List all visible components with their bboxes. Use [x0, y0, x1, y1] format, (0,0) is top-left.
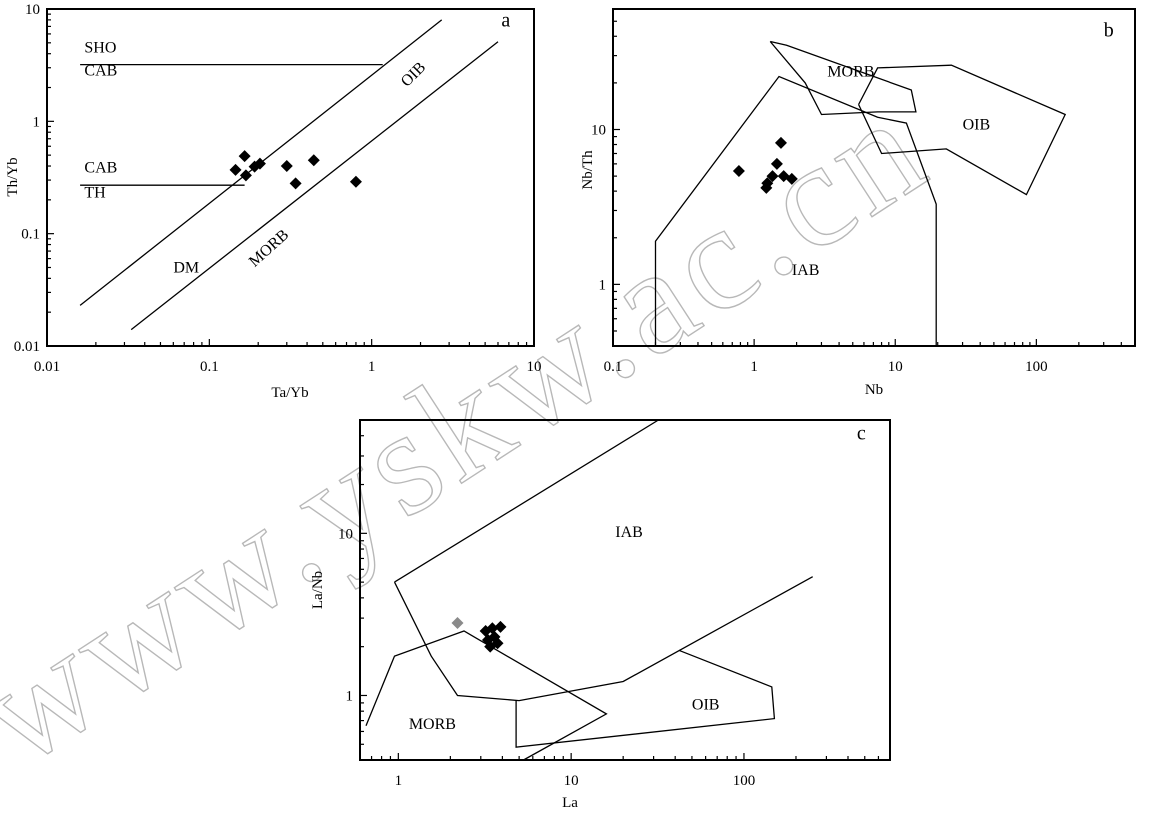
- y-tick-label: 1: [346, 688, 354, 704]
- x-tick-label: 1: [395, 773, 403, 789]
- x-tick-label: 10: [888, 359, 903, 375]
- data-point: [770, 157, 783, 170]
- field-label: OIB: [398, 59, 430, 91]
- data-point: [289, 177, 302, 190]
- panel-a-plot-area: [46, 8, 535, 347]
- watermark: www.yskw.ac.cn: [0, 63, 955, 798]
- x-tick-label: 1: [368, 359, 376, 375]
- panel-letter: b: [1104, 19, 1114, 41]
- data-point: [766, 170, 779, 183]
- panel-c-field-labels: IAB MORB OIB c: [409, 422, 866, 733]
- panel-b-plot-area: [612, 8, 1136, 347]
- panel-a-field-lines: [79, 19, 499, 331]
- field-boundary-oib: [858, 64, 1067, 196]
- field-boundary-morb: [365, 630, 608, 761]
- y-tick-label: 10: [338, 526, 353, 542]
- panel-c-x-axis-label: La: [562, 795, 578, 811]
- field-label: IAB: [615, 524, 643, 541]
- data-point: [307, 154, 320, 167]
- x-tick-label: 1: [750, 359, 758, 375]
- data-point: [238, 150, 251, 163]
- field-label: OIB: [692, 696, 720, 713]
- field-boundary-morb: [769, 40, 917, 116]
- panel-c-ticks: 1 10 100 1 10: [338, 419, 891, 789]
- y-tick-label: 10: [591, 123, 606, 139]
- panel-letter: a: [501, 9, 510, 31]
- panel-b-y-axis-label: Nb/Th: [580, 150, 596, 190]
- y-tick-label: 0.1: [21, 227, 40, 243]
- field-boundary-array-lower: [130, 41, 499, 331]
- field-boundary-iab-upper: [394, 419, 659, 583]
- data-point: [253, 157, 266, 170]
- field-label: MORB: [827, 63, 874, 80]
- field-label: SHO: [84, 39, 116, 56]
- panel-c: 1 10 100 1 10 IAB MORB OIB c La La/Nb: [310, 419, 891, 811]
- field-label: CAB: [84, 160, 117, 177]
- panel-b-ticks: 0.1 1 10 100 1 10: [591, 8, 1136, 375]
- data-point: [239, 169, 252, 182]
- data-point: [280, 160, 293, 173]
- data-point: [761, 177, 774, 190]
- panel-a-y-axis-label: Th/Yb: [5, 157, 21, 196]
- x-tick-label: 0.1: [604, 359, 623, 375]
- y-tick-label: 0.01: [14, 339, 40, 355]
- field-boundary-iab: [654, 75, 937, 346]
- x-tick-label: 10: [527, 359, 542, 375]
- data-point: [349, 175, 362, 188]
- field-label: MORB: [409, 716, 456, 733]
- panel-a-points: [229, 150, 362, 190]
- data-point: [491, 637, 504, 650]
- panel-b-points: [732, 136, 798, 194]
- field-label: IAB: [792, 262, 820, 279]
- panel-c-field-lines: [365, 419, 814, 761]
- field-boundary-oib: [515, 649, 776, 748]
- data-point: [774, 136, 787, 149]
- x-tick-label: 100: [1025, 359, 1048, 375]
- field-label: CAB: [84, 63, 117, 80]
- y-tick-label: 1: [599, 277, 607, 293]
- panel-b-x-axis-label: Nb: [865, 382, 883, 398]
- field-label: DM: [173, 260, 199, 277]
- data-point: [785, 172, 798, 185]
- panel-a-x-axis-label: Ta/Yb: [271, 385, 308, 401]
- y-tick-label: 10: [25, 2, 40, 18]
- panel-a-field-labels: SHO CAB CAB TH DM MORB OIB a: [84, 9, 510, 276]
- x-tick-label: 0.01: [34, 359, 60, 375]
- field-label: TH: [84, 184, 106, 201]
- data-point: [732, 164, 745, 177]
- panel-c-plot-area: [359, 419, 891, 761]
- panel-b-field-lines: [654, 40, 1067, 346]
- x-tick-label: 100: [733, 773, 756, 789]
- data-point: [486, 622, 499, 635]
- x-tick-label: 0.1: [200, 359, 219, 375]
- panel-b-field-labels: MORB OIB IAB b: [792, 19, 1114, 279]
- y-tick-label: 1: [33, 114, 41, 130]
- panel-a-ticks: 0.01 0.1 1 10 0.01 0.1 1 10: [14, 2, 542, 375]
- field-label: MORB: [246, 226, 292, 270]
- field-boundary-iab-lower: [393, 576, 814, 702]
- panel-c-points: [451, 616, 507, 653]
- data-point: [229, 163, 242, 176]
- x-tick-label: 10: [564, 773, 579, 789]
- data-point: [451, 616, 464, 629]
- data-point: [494, 620, 507, 633]
- field-label: OIB: [963, 117, 991, 134]
- panel-c-y-axis-label: La/Nb: [310, 571, 326, 609]
- panel-letter: c: [857, 422, 866, 444]
- panel-b: 0.1 1 10 100 1 10 MORB OIB IAB b Nb Nb/Th: [580, 8, 1136, 398]
